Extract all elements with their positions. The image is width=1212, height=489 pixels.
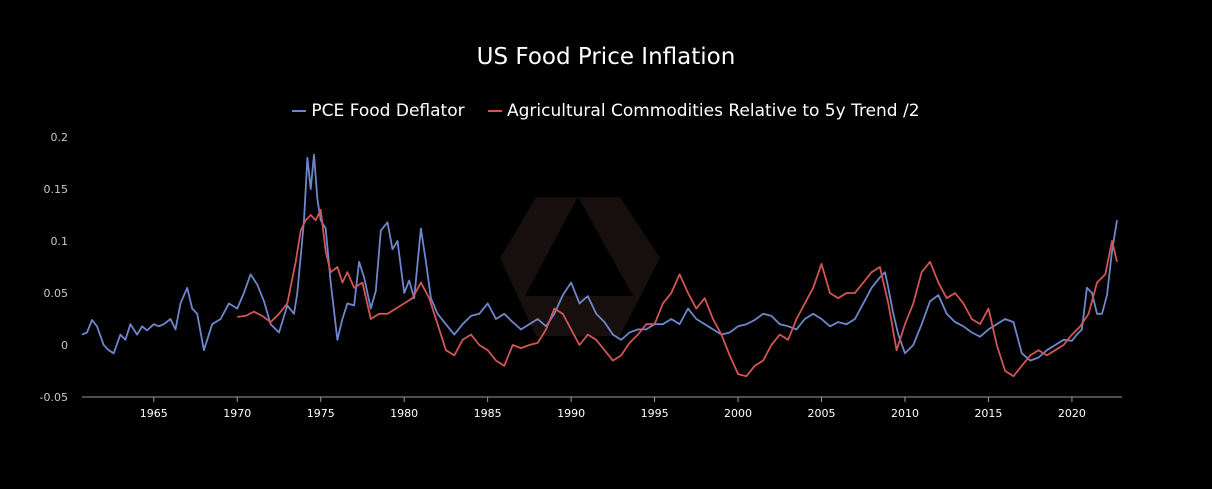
x-tick-label: 1990	[557, 407, 585, 420]
y-tick-label: -0.05	[40, 391, 68, 404]
legend-swatch-pce	[292, 110, 307, 112]
x-tick-label: 2020	[1058, 407, 1086, 420]
logo-watermark	[500, 197, 660, 336]
y-tick-label: 0.2	[51, 131, 69, 144]
x-tick-label: 1985	[474, 407, 502, 420]
chart-title: US Food Price Inflation	[476, 44, 736, 70]
x-tick-label: 1965	[140, 407, 168, 420]
x-tick-label: 2015	[974, 407, 1002, 420]
legend: PCE Food Deflator Agricultural Commoditi…	[0, 101, 1212, 121]
legend-label-agri: Agricultural Commodities Relative to 5y …	[507, 101, 920, 121]
x-tick-label: 2005	[808, 407, 836, 420]
x-tick-label: 1970	[223, 407, 251, 420]
legend-label-pce: PCE Food Deflator	[311, 101, 465, 121]
series-line-pce-food-deflator[interactable]	[81, 153, 1118, 362]
x-tick-label: 1995	[641, 407, 669, 420]
legend-swatch-agri	[488, 110, 502, 112]
y-tick-label: 0	[61, 339, 68, 352]
x-tick-label: 2010	[891, 407, 919, 420]
series-line-agri-commodities[interactable]	[237, 208, 1118, 378]
x-tick-label: 2000	[724, 407, 752, 420]
x-tick-label: 1975	[307, 407, 335, 420]
legend-item-agri[interactable]: Agricultural Commodities Relative to 5y …	[488, 101, 920, 121]
y-tick-label: 0.1	[51, 235, 69, 248]
x-tick-label: 1980	[390, 407, 418, 420]
legend-item-pce[interactable]: PCE Food Deflator	[292, 101, 465, 121]
y-tick-label: 0.15	[44, 183, 69, 196]
y-tick-label: 0.05	[44, 287, 69, 300]
